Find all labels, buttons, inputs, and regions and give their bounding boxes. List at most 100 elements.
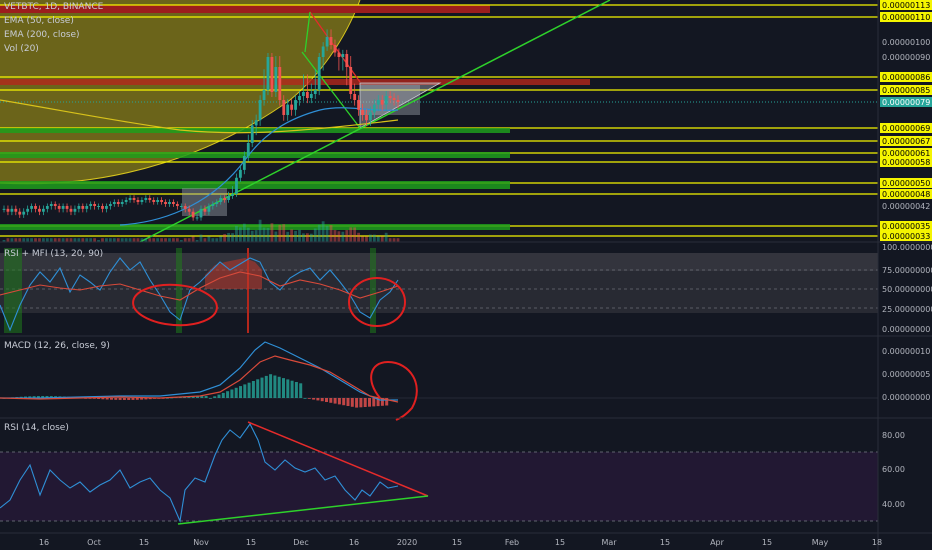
candle-body (121, 202, 124, 204)
time-tick-label: May (812, 538, 829, 547)
volume-bar (306, 233, 309, 242)
rsi-mfi-tick-label: 25.00000000 (882, 305, 932, 314)
volume-bar (385, 233, 388, 242)
candle-body (176, 204, 179, 206)
candle-body (393, 98, 396, 100)
candle-body (357, 100, 360, 110)
price-label: 0.00000048 (882, 190, 930, 199)
candle-body (271, 57, 274, 92)
macd-histogram-bar (140, 398, 143, 400)
candle-body (22, 212, 25, 215)
volume-bar (141, 238, 144, 242)
price-label: 0.00000050 (882, 179, 930, 188)
candle-body (101, 206, 104, 209)
macd-histogram-bar (299, 383, 302, 398)
macd-histogram-bar (218, 395, 221, 398)
candle-body (255, 120, 258, 125)
volume-bar (148, 238, 151, 242)
volume-bar (70, 238, 73, 242)
candle-body (290, 105, 293, 110)
macd-histogram-bar (368, 398, 371, 407)
candle-body (164, 202, 167, 204)
volume-bar (14, 238, 17, 242)
macd-histogram-bar (205, 396, 208, 398)
time-tick-label: 16 (39, 538, 49, 547)
candle-body (113, 202, 116, 204)
volume-bar (109, 238, 112, 242)
candle-body (200, 209, 203, 218)
volume-bar (85, 238, 88, 242)
candle-body (156, 200, 159, 202)
volume-bar (231, 233, 234, 242)
volume-bar (251, 231, 254, 242)
volume-bar (286, 232, 289, 242)
volume-bar (267, 228, 270, 242)
volume-bar (341, 232, 344, 242)
candle-body (314, 90, 317, 94)
time-tick-label: Nov (193, 538, 209, 547)
macd-histogram-bar (110, 398, 113, 400)
macd-histogram-bar (127, 398, 130, 400)
candle-body (373, 105, 376, 113)
candle-body (302, 92, 305, 96)
volume-bar (322, 221, 325, 242)
volume-bar (156, 238, 159, 242)
candle-body (148, 198, 151, 200)
time-tick-label: Feb (505, 538, 519, 547)
candle-body (3, 209, 6, 210)
volume-bar (188, 238, 191, 242)
candle-body (42, 209, 45, 212)
macd-histogram-bar (101, 398, 104, 399)
volume-bar (137, 238, 140, 242)
volume-bar (54, 238, 57, 242)
time-tick-label: 15 (762, 538, 772, 547)
candle-body (137, 200, 140, 202)
volume-bar (58, 238, 61, 242)
macd-histogram-bar (286, 379, 289, 398)
candle-body (204, 209, 207, 212)
volume-bar (310, 234, 313, 242)
volume-bar (255, 230, 258, 242)
macd-histogram-bar (295, 382, 298, 398)
volume-bar (42, 238, 45, 242)
rsi-mfi-tick-label: 75.00000000 (882, 266, 932, 275)
price-tick-label: 0.00000042 (882, 202, 930, 211)
volume-bar (89, 238, 92, 242)
candle-body (129, 198, 132, 200)
volume-bar (302, 233, 305, 242)
time-tick-label: 2020 (397, 538, 417, 547)
macd-histogram-bar (256, 379, 259, 398)
volume-bar (204, 238, 207, 242)
macd-histogram-bar (106, 398, 109, 400)
candle-body (318, 57, 321, 90)
candle-body (18, 212, 21, 215)
volume-bar (77, 238, 80, 242)
candle-body (117, 202, 120, 204)
price-label: 0.00000035 (882, 222, 930, 231)
candle-body (77, 206, 80, 209)
macd-histogram-bar (321, 398, 324, 401)
volume-bar (93, 238, 96, 242)
time-tick-label: 15 (555, 538, 565, 547)
price-label: 0.00000079 (882, 98, 930, 107)
volume-bar (113, 238, 116, 242)
volume-bar (393, 238, 396, 242)
macd-histogram-bar (355, 398, 358, 408)
price-tick-label: 0.00000100 (882, 38, 930, 47)
macd-histogram-bar (230, 390, 233, 399)
macd-histogram-bar (136, 398, 139, 400)
rsi-tick-label: 80.00 (882, 431, 905, 440)
volume-bar (239, 227, 242, 242)
macd-histogram-bar (338, 398, 341, 404)
price-label: 0.00000061 (882, 149, 930, 158)
candle-body (381, 100, 384, 105)
candle-body (74, 209, 77, 212)
macd-histogram-bar (329, 398, 332, 403)
time-tick-label: 16 (349, 538, 359, 547)
volume-bar (361, 236, 364, 242)
candle-body (97, 206, 100, 207)
candle-body (365, 115, 368, 120)
rsi-mfi-title: RSI + MFI (13, 20, 90) (4, 249, 103, 259)
volume-bar (101, 238, 104, 242)
